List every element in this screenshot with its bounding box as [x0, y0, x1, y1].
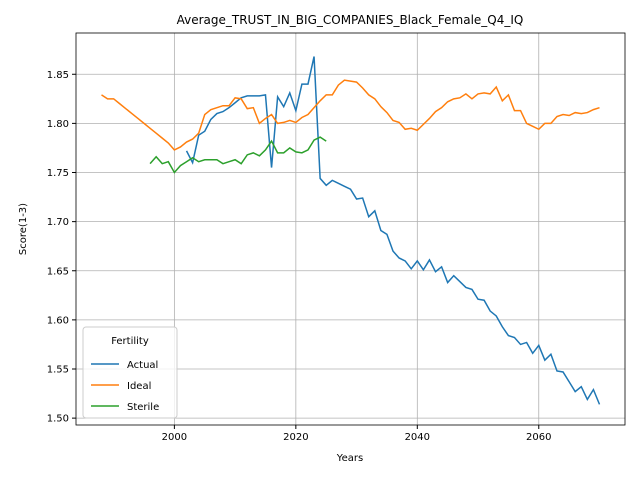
legend-box [82, 326, 178, 419]
y-tick-label: 1.75 [47, 168, 69, 179]
series-line [149, 136, 327, 174]
y-axis-label: Score(1-3) [18, 203, 29, 255]
x-tick-label: 2020 [283, 432, 308, 443]
x-tick-label: 2040 [405, 432, 430, 443]
chart-title: Average_TRUST_IN_BIG_COMPANIES_Black_Fem… [177, 13, 524, 27]
y-tick-label: 1.65 [47, 266, 69, 277]
legend-label: Actual [127, 360, 158, 371]
legend-label: Ideal [127, 381, 151, 392]
x-axis-label: Years [336, 453, 363, 464]
series-line [101, 79, 600, 151]
y-tick-label: 1.85 [47, 70, 69, 81]
x-tick-label: 2060 [526, 432, 551, 443]
y-tick-label: 1.55 [47, 365, 69, 376]
y-tick-label: 1.80 [47, 119, 69, 130]
legend-title: Fertility [111, 336, 149, 347]
series-line [185, 56, 601, 405]
legend-label: Sterile [127, 402, 159, 413]
y-tick-label: 1.50 [47, 414, 69, 425]
x-tick-label: 2000 [162, 432, 187, 443]
plot-frame [75, 32, 626, 426]
y-tick-label: 1.70 [47, 217, 69, 228]
y-tick-label: 1.60 [47, 315, 69, 326]
